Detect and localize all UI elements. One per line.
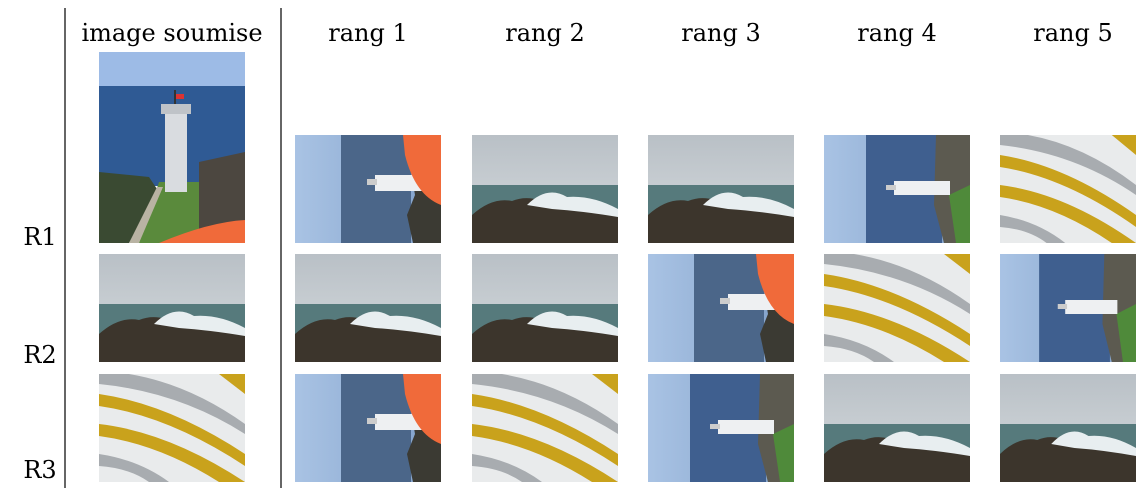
result-image	[648, 254, 794, 362]
result-image	[472, 135, 618, 243]
result-image	[648, 135, 794, 243]
result-image	[824, 374, 970, 482]
result-image	[295, 254, 441, 362]
column-header: rang 4	[857, 19, 937, 47]
column-header: rang 1	[328, 19, 408, 47]
row-label: R2	[23, 341, 56, 369]
column-header: rang 2	[505, 19, 585, 47]
result-image	[648, 374, 794, 482]
query-image	[99, 254, 245, 362]
column-header: image soumise	[81, 19, 262, 47]
result-image	[824, 135, 970, 243]
result-image	[824, 254, 970, 362]
column-header: rang 3	[681, 19, 761, 47]
column-header: rang 5	[1033, 19, 1113, 47]
result-image	[1000, 374, 1136, 482]
result-image	[472, 374, 618, 482]
row-label: R1	[23, 223, 56, 251]
query-image	[99, 52, 245, 243]
result-image	[472, 254, 618, 362]
query-image	[99, 374, 245, 482]
result-image	[1000, 135, 1136, 243]
result-image	[295, 135, 441, 243]
result-image	[295, 374, 441, 482]
result-image	[1000, 254, 1136, 362]
row-label: R3	[23, 456, 56, 484]
